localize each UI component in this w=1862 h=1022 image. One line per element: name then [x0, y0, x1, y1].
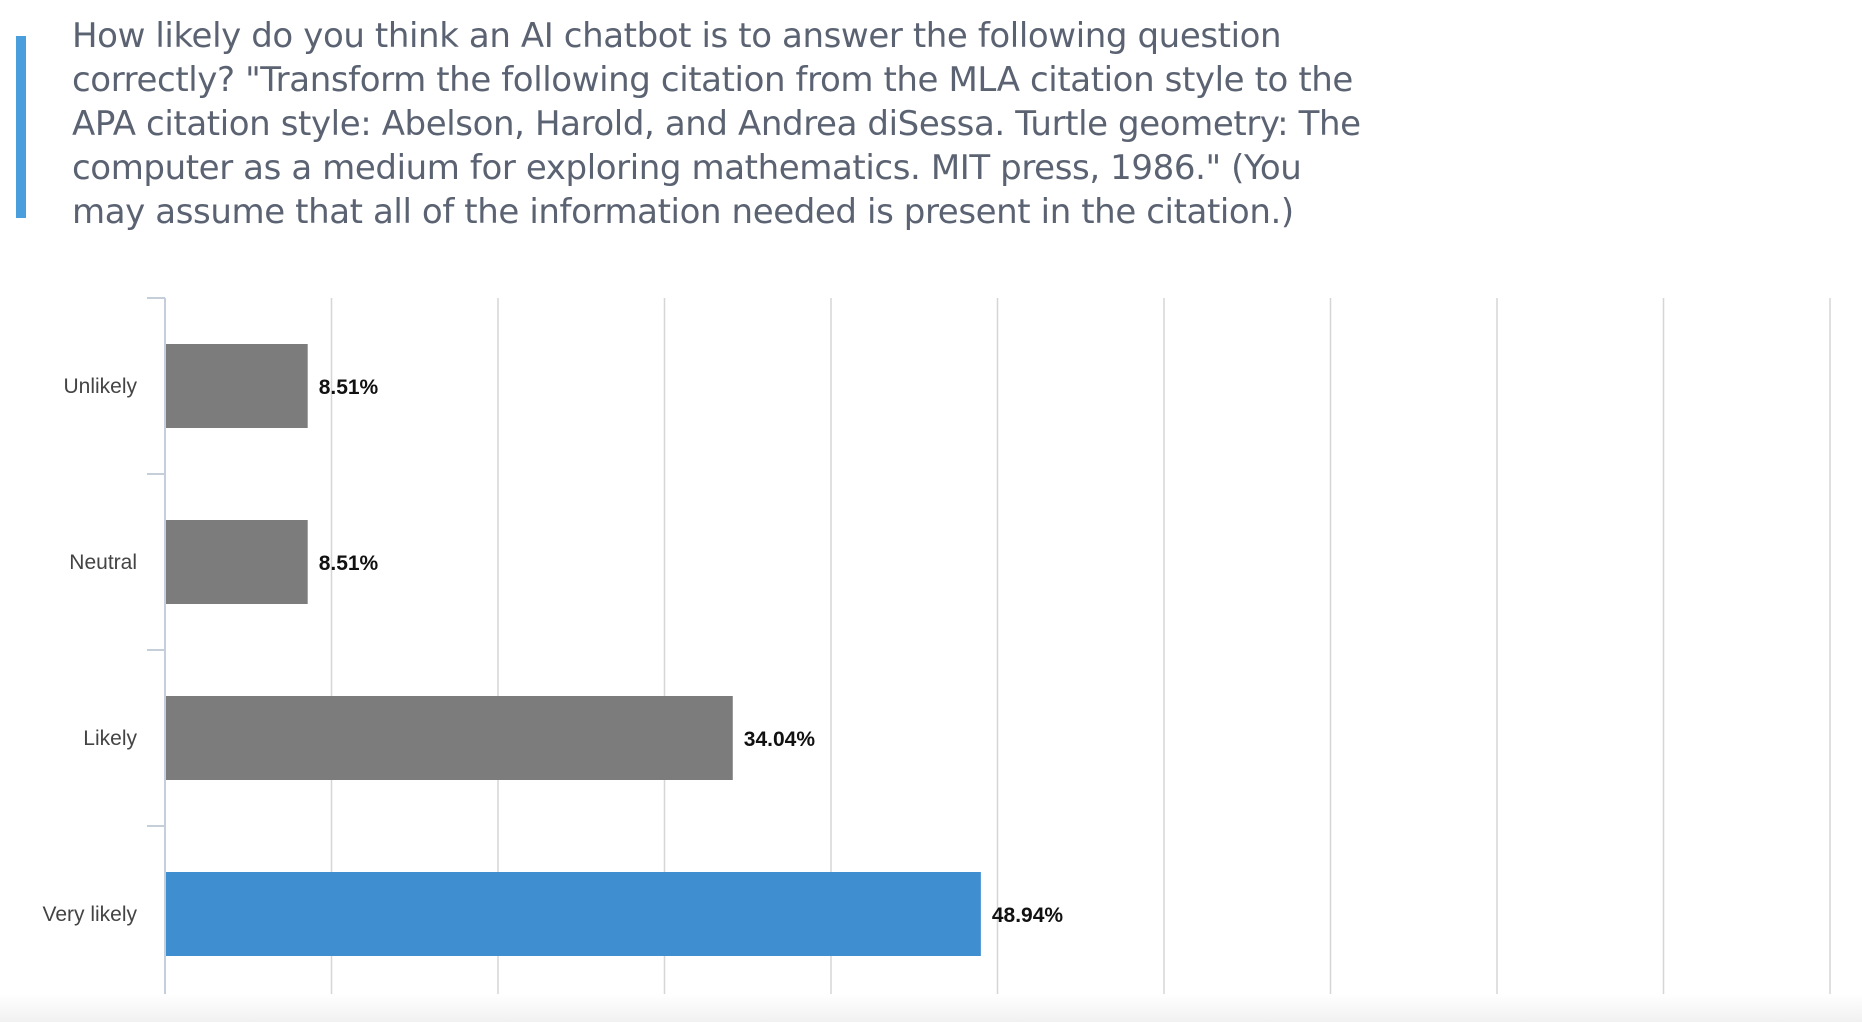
bar-very-likely [166, 872, 981, 956]
bar-unlikely [166, 344, 308, 428]
value-label: 8.51% [319, 552, 379, 575]
category-labels: Unlikely Neutral Likely Very likely [42, 375, 137, 926]
category-label: Likely [83, 727, 137, 750]
bottom-fade [0, 994, 1862, 1022]
bar-likely [166, 696, 733, 780]
bars [166, 344, 981, 956]
category-label: Neutral [69, 551, 137, 574]
value-label: 8.51% [319, 376, 379, 399]
question-text: How likely do you think an AI chatbot is… [72, 16, 1361, 232]
question-accent-bar [16, 36, 26, 218]
bar-neutral [166, 520, 308, 604]
value-label: 48.94% [992, 904, 1064, 927]
category-label: Unlikely [63, 375, 137, 398]
question-block: How likely do you think an AI chatbot is… [0, 0, 1862, 260]
value-labels: 8.51% 8.51% 34.04% 48.94% [319, 376, 1064, 927]
category-label: Very likely [42, 903, 137, 926]
value-label: 34.04% [744, 728, 816, 751]
y-axis [147, 297, 166, 1003]
